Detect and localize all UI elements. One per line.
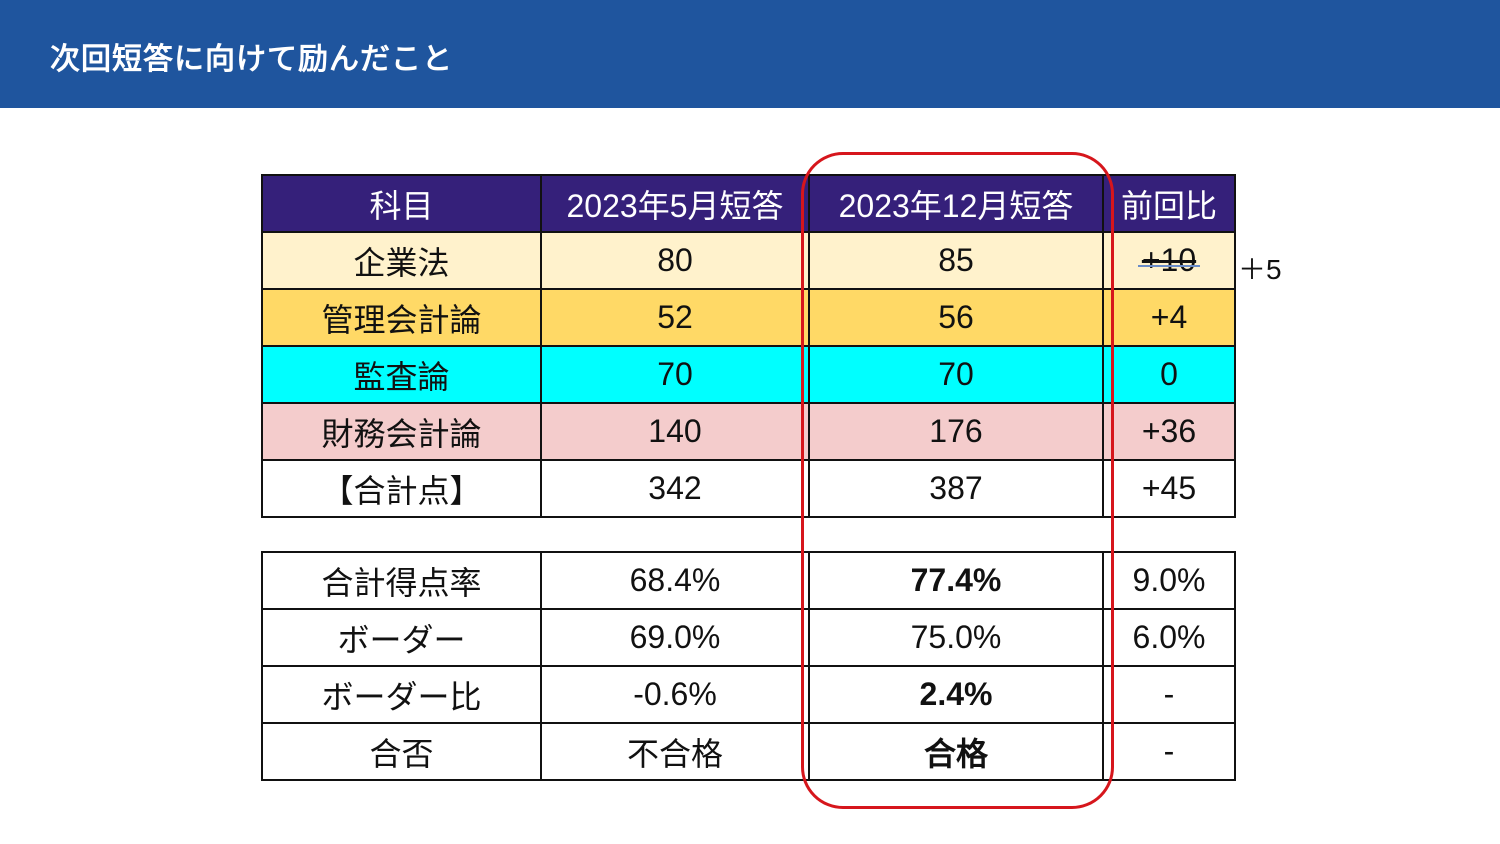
table-row: 監査論 70 70 0 <box>261 345 1236 404</box>
may-cell: 342 <box>540 459 810 518</box>
may-cell: 80 <box>540 231 810 290</box>
table-row: ボーダー比 -0.6% 2.4% - <box>261 665 1236 724</box>
may-cell: -0.6% <box>540 665 810 724</box>
may-cell: 不合格 <box>540 722 810 781</box>
label-cell: 合計得点率 <box>261 551 542 610</box>
subject-cell: 企業法 <box>261 231 542 290</box>
may-cell: 70 <box>540 345 810 404</box>
header-subject: 科目 <box>261 174 542 233</box>
may-cell: 69.0% <box>540 608 810 667</box>
dec-cell: 合格 <box>808 722 1104 781</box>
label-cell: ボーダー比 <box>261 665 542 724</box>
dec-cell: 387 <box>808 459 1104 518</box>
score-table: 科目 2023年5月短答 2023年12月短答 前回比 企業法 80 85 +1… <box>261 174 1236 518</box>
subject-cell: 監査論 <box>261 345 542 404</box>
diff-cell: +10 <box>1102 231 1236 290</box>
dec-cell: 75.0% <box>808 608 1104 667</box>
diff-cell: +36 <box>1102 402 1236 461</box>
label-cell: ボーダー <box>261 608 542 667</box>
table-row: 管理会計論 52 56 +4 <box>261 288 1236 347</box>
page-title: 次回短答に向けて励んだこと <box>50 42 453 77</box>
diff-cell: - <box>1102 665 1236 724</box>
label-cell: 合否 <box>261 722 542 781</box>
subject-cell: 【合計点】 <box>261 459 542 518</box>
table-row: 合否 不合格 合格 - <box>261 722 1236 781</box>
struck-diff: +10 <box>1137 242 1201 278</box>
subject-cell: 管理会計論 <box>261 288 542 347</box>
may-cell: 140 <box>540 402 810 461</box>
dec-cell: 85 <box>808 231 1104 290</box>
rate-table: 合計得点率 68.4% 77.4% 9.0% ボーダー 69.0% 75.0% … <box>261 551 1236 781</box>
header-diff: 前回比 <box>1102 174 1236 233</box>
dec-cell: 77.4% <box>808 551 1104 610</box>
diff-cell: +4 <box>1102 288 1236 347</box>
table-row: 財務会計論 140 176 +36 <box>261 402 1236 461</box>
total-row: 【合計点】 342 387 +45 <box>261 459 1236 518</box>
diff-cell: 0 <box>1102 345 1236 404</box>
diff-cell: +45 <box>1102 459 1236 518</box>
dec-cell: 56 <box>808 288 1104 347</box>
title-bar: 次回短答に向けて励んだこと <box>0 0 1500 108</box>
may-cell: 68.4% <box>540 551 810 610</box>
dec-cell: 2.4% <box>808 665 1104 724</box>
header-dec: 2023年12月短答 <box>808 174 1104 233</box>
diff-cell: 9.0% <box>1102 551 1236 610</box>
header-may: 2023年5月短答 <box>540 174 810 233</box>
table-row: ボーダー 69.0% 75.0% 6.0% <box>261 608 1236 667</box>
table-row: 企業法 80 85 +10 <box>261 231 1236 290</box>
subject-cell: 財務会計論 <box>261 402 542 461</box>
diff-cell: 6.0% <box>1102 608 1236 667</box>
table-row: 合計得点率 68.4% 77.4% 9.0% <box>261 551 1236 610</box>
may-cell: 52 <box>540 288 810 347</box>
diff-cell: - <box>1102 722 1236 781</box>
table-header-row: 科目 2023年5月短答 2023年12月短答 前回比 <box>261 174 1236 233</box>
correction-note: ＋5 <box>1238 254 1282 285</box>
dec-cell: 70 <box>808 345 1104 404</box>
dec-cell: 176 <box>808 402 1104 461</box>
